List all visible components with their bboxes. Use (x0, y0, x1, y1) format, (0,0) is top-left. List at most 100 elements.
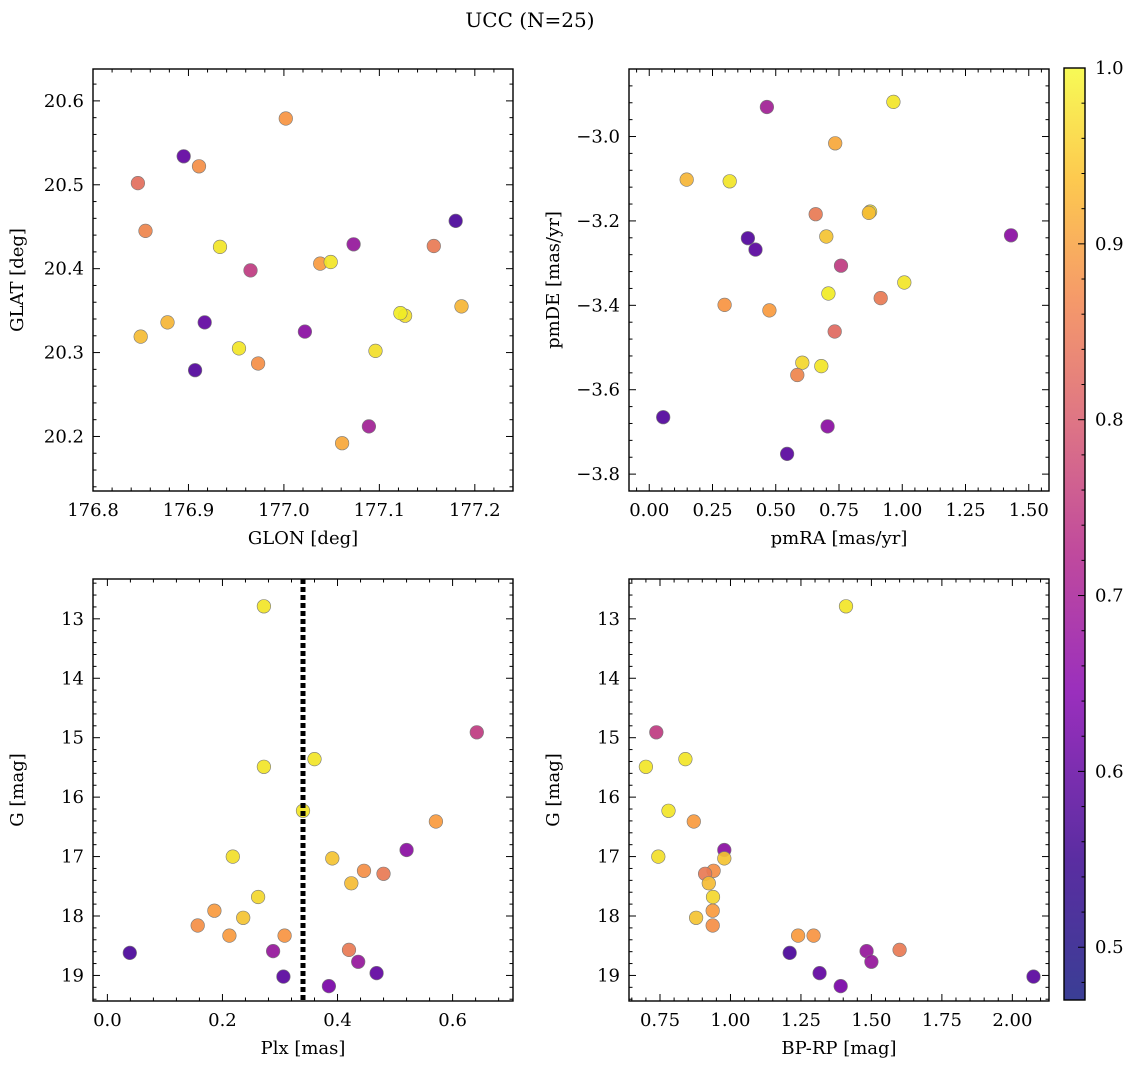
scatter-point (361, 419, 377, 434)
y-tick-label: 20.3 (44, 343, 84, 364)
scatter-point (795, 355, 810, 370)
colorbar-frame (1063, 67, 1086, 1001)
scatter-point (321, 978, 337, 994)
scatter-point (207, 903, 222, 918)
scatter-point (790, 928, 806, 943)
x-tick-label: 177.1 (354, 500, 406, 521)
x-axis-label: BP-RP [mag] (781, 1038, 896, 1059)
scatter-point (688, 910, 704, 925)
x-tick-label: 1.75 (922, 1010, 962, 1031)
y-axis-label: GLAT [deg] (7, 228, 28, 332)
scatter-point (827, 324, 842, 339)
scatter-point (661, 803, 676, 818)
y-tick-label: 20.4 (44, 259, 84, 280)
x-tick-label: 1.50 (851, 1010, 891, 1031)
scatter-point (448, 213, 463, 228)
scatter-point (297, 324, 313, 339)
scatter-point (256, 759, 272, 774)
scatter-point (820, 419, 835, 434)
scatter-points (638, 599, 1041, 994)
scatter-point (1003, 228, 1019, 243)
x-tick-label: 177.0 (258, 500, 310, 521)
scatter-point (307, 751, 322, 767)
y-tick-label: −3.0 (576, 127, 620, 148)
x-tick-label: 0.00 (629, 500, 669, 521)
scatter-point (243, 263, 258, 278)
scatter-point (251, 889, 266, 905)
scatter-point (701, 876, 716, 891)
scatter-point (897, 275, 912, 290)
scatter-point (122, 945, 137, 961)
scatter-point (717, 851, 732, 866)
scatter-point (454, 299, 469, 314)
scatter-point (705, 903, 720, 918)
scatter-point (762, 303, 777, 318)
scatter-point (748, 242, 763, 257)
x-tick-label: 0.0 (93, 1010, 122, 1031)
y-tick-label: 17 (61, 847, 84, 868)
scatter-point (821, 286, 836, 301)
y-tick-label: 13 (61, 609, 84, 630)
scatter-point (828, 136, 843, 151)
x-tick-label: 0.2 (208, 1010, 237, 1031)
plot-frame (92, 68, 514, 492)
x-tick-label: 1.00 (710, 1010, 750, 1031)
y-tick-label: 19 (61, 965, 84, 986)
y-tick-label: 16 (61, 787, 84, 808)
axis-ticks (629, 579, 1049, 1001)
plot-frame (628, 68, 1050, 492)
scatter-point (266, 943, 281, 959)
y-tick-label: 20.6 (44, 91, 84, 112)
scatter-point (651, 849, 666, 864)
y-tick-label: 14 (597, 668, 620, 689)
x-tick-label: 0.75 (819, 500, 859, 521)
scatter-point (806, 928, 821, 943)
scatter-point (176, 149, 191, 164)
scatter-point (808, 207, 823, 222)
scatter-point (197, 315, 212, 330)
y-axis-label: G [mag] (543, 753, 564, 826)
scatter-point (341, 942, 357, 958)
colorbar-tick-label: 0.6 (1095, 761, 1124, 782)
scatter-point (656, 410, 671, 425)
colorbar-tick-label: 0.8 (1095, 410, 1124, 431)
y-tick-label: 19 (597, 965, 620, 986)
y-tick-label: 15 (61, 728, 84, 749)
scatter-point (399, 842, 414, 858)
panel-plx-g: 0.0 0.2 0.4 0.6 13 14 15 16 17 18 19 Plx [mas] G [ma… (7, 578, 514, 1059)
panels-group: 176.8 176.9 177.0 177.1 177.2 20.2 20.3 20.4 20.… (7, 68, 1050, 1059)
scatter-point (276, 969, 291, 984)
scatter-point (861, 205, 877, 220)
scatter-point (278, 111, 293, 126)
panel-pmra-pmde: 0.00 0.25 0.50 0.75 1.00 1.25 1.50 −3.8 −3.6 −3.4… (543, 68, 1050, 549)
x-tick-label: 1.25 (945, 500, 985, 521)
colorbar-tick-label: 1.0 (1095, 58, 1124, 79)
y-tick-label: 18 (597, 906, 620, 927)
x-tick-label: 176.8 (67, 500, 119, 521)
plot-frame (628, 578, 1050, 1002)
x-tick-label: 0.4 (323, 1010, 352, 1031)
y-tick-label: 14 (61, 668, 84, 689)
scatter-point (130, 176, 145, 191)
x-tick-label: 176.9 (163, 500, 215, 521)
x-tick-label: 177.2 (449, 500, 501, 521)
x-tick-label: 1.25 (781, 1010, 821, 1031)
y-axis-label: pmDE [mas/yr] (543, 211, 564, 349)
scatter-point (819, 229, 834, 244)
x-tick-label: 0.6 (438, 1010, 467, 1031)
figure-title: UCC (N=25) (465, 8, 594, 32)
scatter-point (1026, 969, 1041, 984)
scatter-point (376, 866, 391, 881)
scatter-point (679, 172, 694, 187)
scatter-point (790, 367, 805, 383)
scatter-point (782, 945, 797, 961)
scatter-point (368, 343, 383, 359)
panel-bprp-g: 0.75 1.00 1.25 1.50 1.75 2.00 13 14 15 16 17 18 19 BP… (543, 578, 1050, 1059)
scatter-point (277, 928, 292, 943)
scatter-point (351, 954, 366, 969)
scatter-point (190, 918, 205, 933)
scatter-point (469, 725, 484, 740)
scatter-points (122, 599, 484, 994)
scatter-point (231, 341, 247, 356)
panel-glon-glat: 176.8 176.9 177.0 177.1 177.2 20.2 20.3 20.4 20.… (7, 68, 514, 549)
